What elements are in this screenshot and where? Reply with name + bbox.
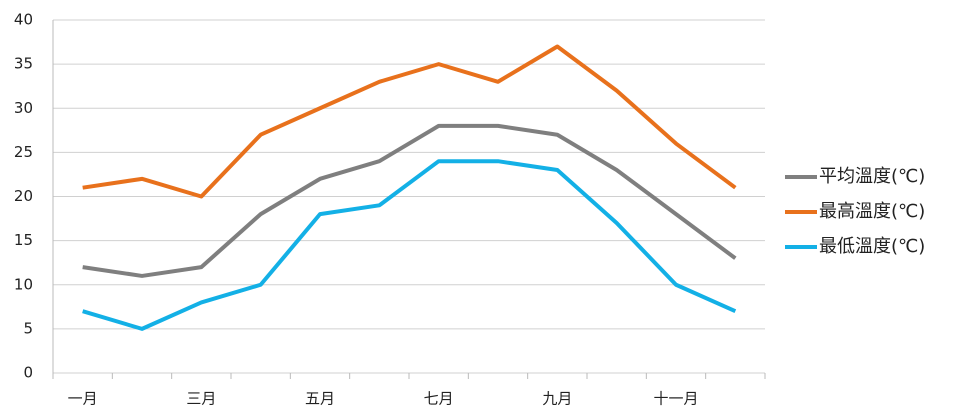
series-line (82, 159, 737, 331)
y-tick-label: 15 (14, 231, 33, 249)
series-line (82, 44, 737, 199)
x-tick-label: 十一月 (653, 390, 698, 408)
y-tick-label: 40 (14, 11, 33, 29)
y-tick-label: 5 (23, 319, 33, 337)
legend-label: 平均溫度(℃) (819, 166, 925, 187)
y-tick-label: 30 (14, 99, 33, 117)
legend-label: 最低溫度(℃) (819, 236, 925, 257)
x-tick-label: 九月 (542, 390, 572, 408)
series-line (82, 123, 737, 278)
x-tick-label: 三月 (186, 390, 216, 408)
y-tick-label: 20 (14, 187, 33, 205)
x-tick-label: 七月 (424, 390, 454, 408)
x-tick-label: 五月 (305, 390, 335, 408)
y-tick-label: 35 (14, 55, 33, 73)
y-tick-label: 25 (14, 143, 33, 161)
legend-label: 最高溫度(℃) (819, 201, 925, 222)
y-tick-label: 0 (23, 364, 33, 382)
x-tick-label: 一月 (68, 390, 98, 408)
y-tick-label: 10 (14, 275, 33, 293)
